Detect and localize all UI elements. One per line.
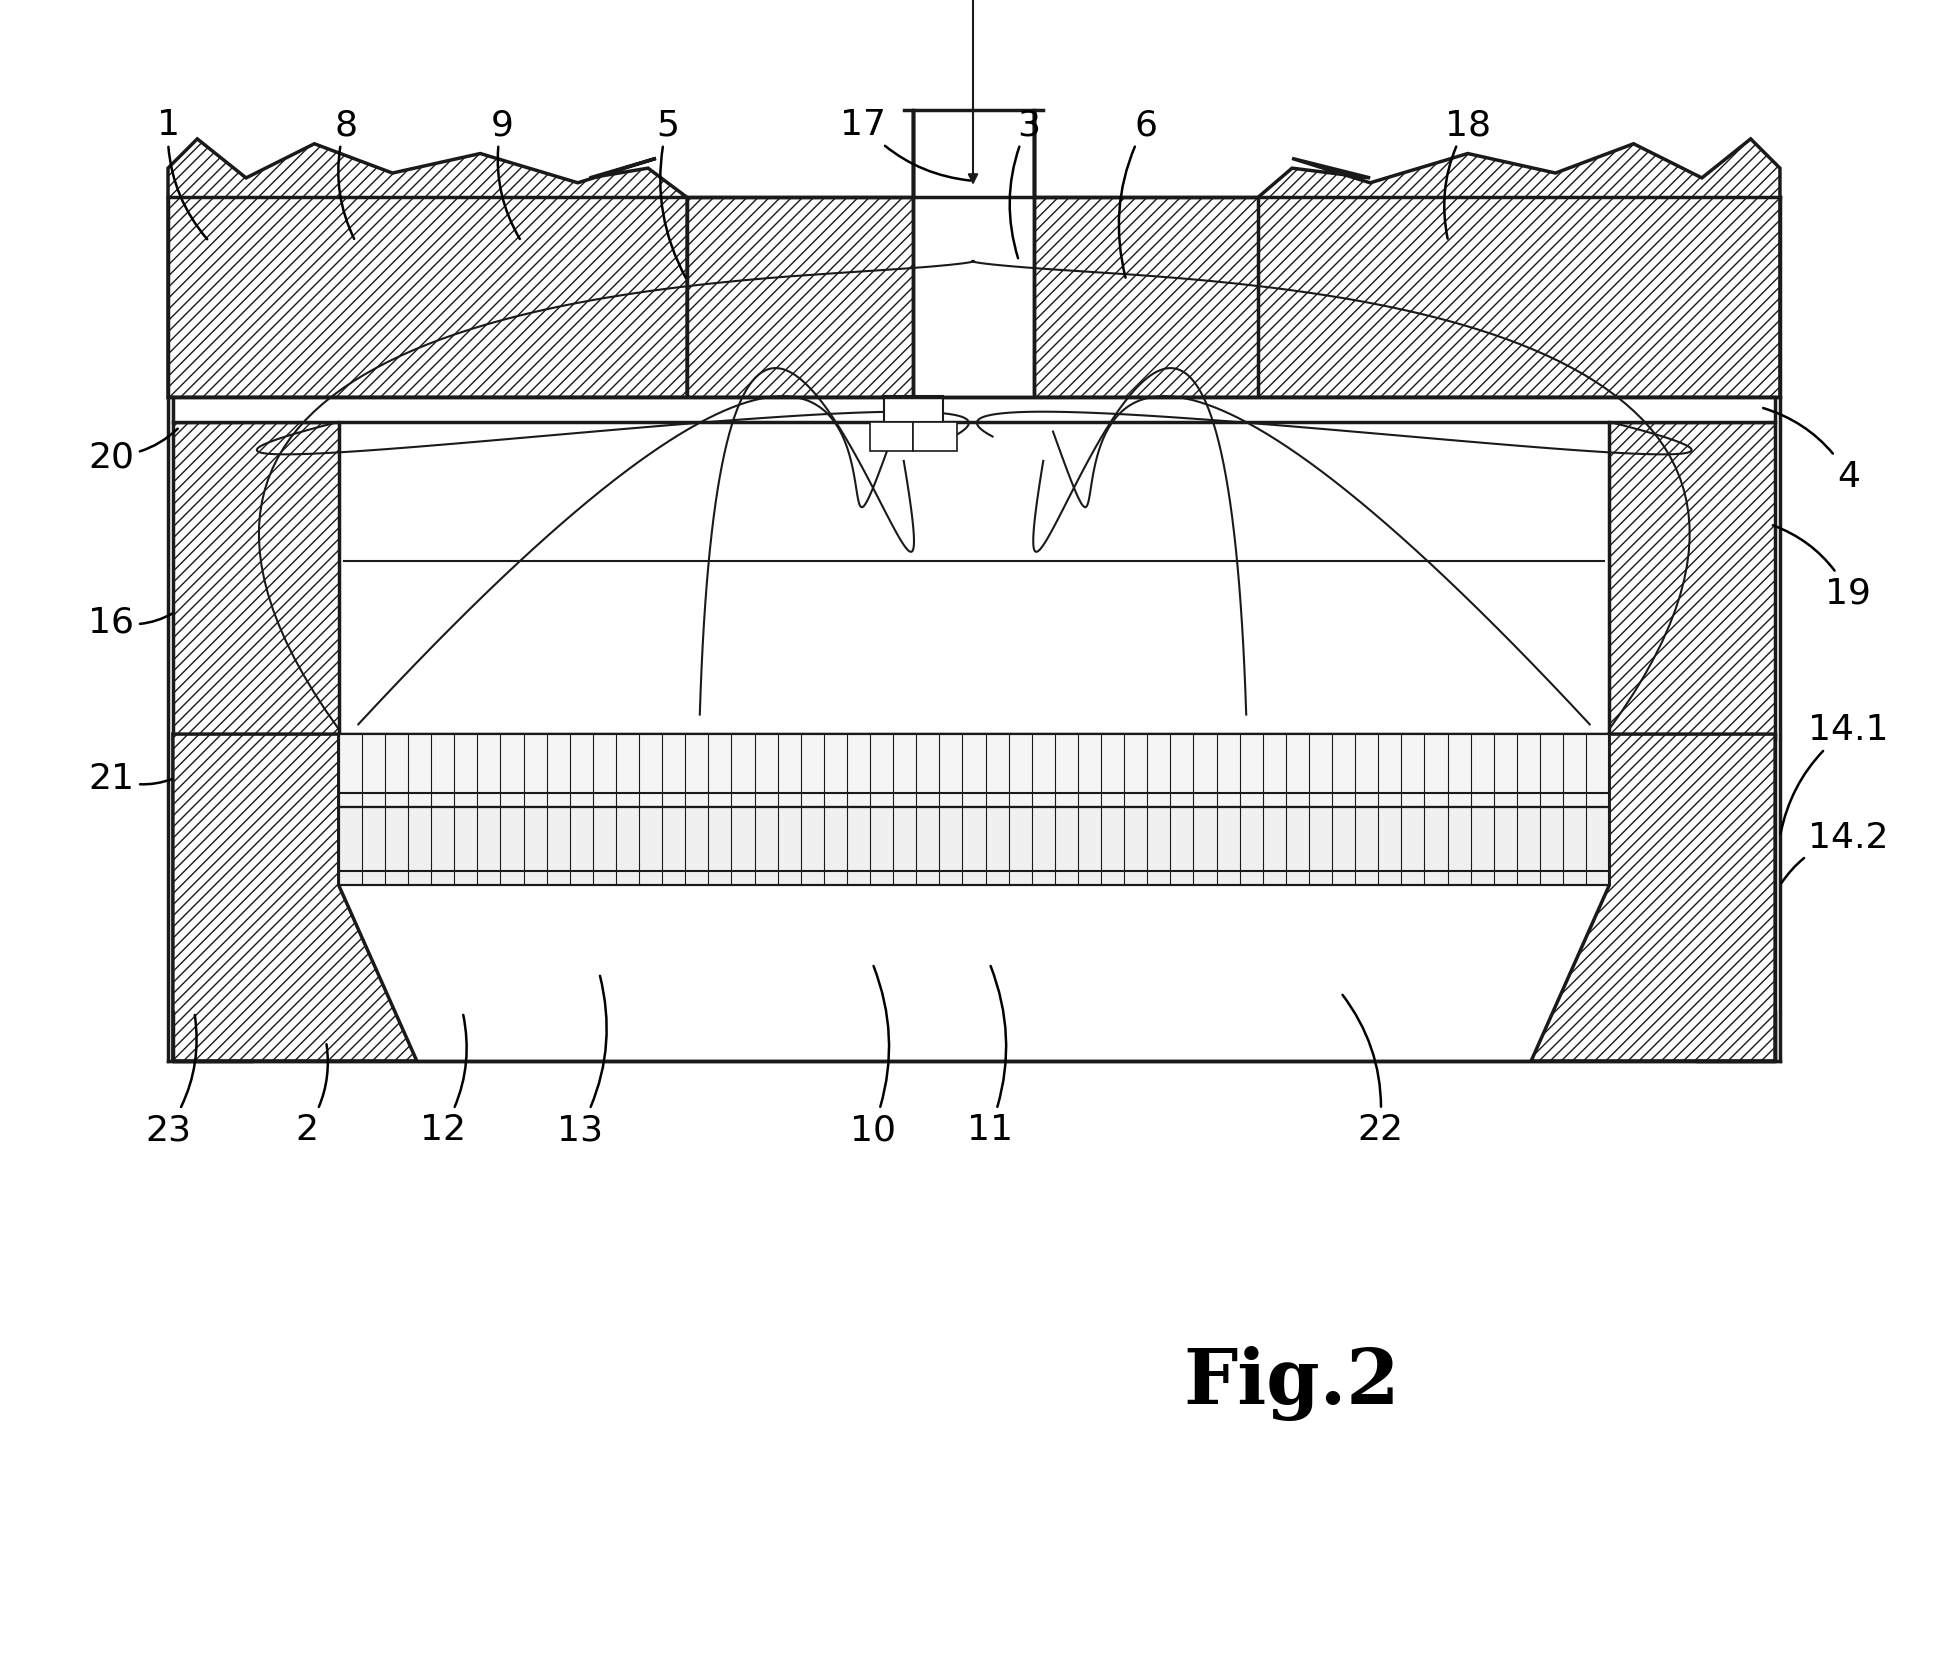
Bar — [339, 807, 1610, 886]
Bar — [173, 398, 1776, 423]
Text: Fig.2: Fig.2 — [1184, 1345, 1400, 1420]
Text: 22: 22 — [1343, 996, 1404, 1147]
Text: 13: 13 — [557, 976, 607, 1147]
Polygon shape — [687, 111, 913, 398]
Text: 14.1: 14.1 — [1780, 713, 1889, 835]
Text: 19: 19 — [1774, 525, 1871, 610]
Text: 2: 2 — [296, 1044, 327, 1147]
Text: 23: 23 — [144, 1016, 197, 1147]
Text: 21: 21 — [88, 762, 171, 795]
Bar — [913, 423, 958, 452]
Text: 3: 3 — [1010, 108, 1040, 258]
Text: 5: 5 — [656, 108, 685, 278]
Text: 9: 9 — [491, 108, 520, 240]
Polygon shape — [167, 139, 687, 398]
Text: 6: 6 — [1120, 108, 1157, 278]
Text: 17: 17 — [839, 108, 970, 182]
Bar — [173, 734, 1776, 1062]
Polygon shape — [1610, 423, 1776, 739]
Text: 12: 12 — [421, 1016, 467, 1147]
Text: 14.2: 14.2 — [1782, 820, 1889, 883]
Bar — [884, 396, 942, 423]
Text: 8: 8 — [335, 108, 356, 240]
Polygon shape — [1258, 139, 1780, 398]
Text: 20: 20 — [88, 429, 177, 474]
Polygon shape — [173, 423, 339, 739]
Text: 10: 10 — [849, 966, 896, 1147]
Polygon shape — [1034, 111, 1258, 398]
Bar — [870, 423, 913, 452]
Polygon shape — [1530, 734, 1776, 1062]
Text: 11: 11 — [966, 966, 1012, 1147]
Polygon shape — [173, 734, 417, 1062]
Text: 16: 16 — [88, 605, 173, 640]
Bar — [339, 734, 1610, 807]
Text: 1: 1 — [156, 108, 206, 240]
Text: 4: 4 — [1764, 409, 1859, 494]
Text: 18: 18 — [1445, 108, 1491, 240]
